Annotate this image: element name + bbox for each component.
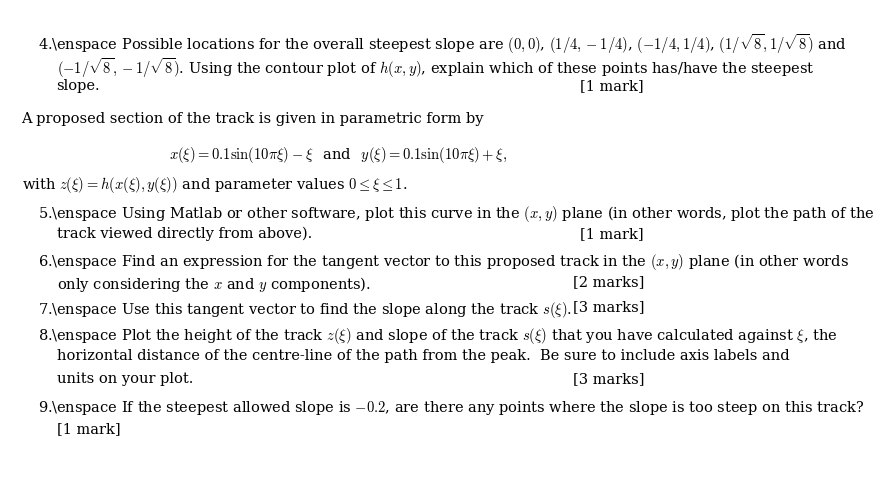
Text: $x(\xi) = 0.1\sin(10\pi\xi) - \xi\enspace$ and $\enspace y(\xi) = 0.1\sin(10\pi\: $x(\xi) = 0.1\sin(10\pi\xi) - \xi\enspac… xyxy=(168,145,507,166)
Text: A proposed section of the track is given in parametric form by: A proposed section of the track is given… xyxy=(22,112,484,126)
Text: [3 marks]: [3 marks] xyxy=(573,300,644,314)
Text: [1 mark]: [1 mark] xyxy=(581,227,644,241)
Text: 9.\enspace If the steepest allowed slope is $-0.2$, are there any points where t: 9.\enspace If the steepest allowed slope… xyxy=(38,399,864,417)
Text: 4.\enspace Possible locations for the overall steepest slope are $(0,0)$, $(1/4,: 4.\enspace Possible locations for the ov… xyxy=(38,33,848,57)
Text: track viewed directly from above).: track viewed directly from above). xyxy=(57,227,312,242)
Text: horizontal distance of the centre-line of the path from the peak.  Be sure to in: horizontal distance of the centre-line o… xyxy=(57,349,789,363)
Text: [1 mark]: [1 mark] xyxy=(57,422,120,436)
Text: [1 mark]: [1 mark] xyxy=(581,79,644,93)
Text: with $z(\xi) = h(x(\xi),y(\xi))$ and parameter values $0 \leq \xi \leq 1$.: with $z(\xi) = h(x(\xi),y(\xi))$ and par… xyxy=(22,175,407,195)
Text: 8.\enspace Plot the height of the track $z(\xi)$ and slope of the track $s(\xi)$: 8.\enspace Plot the height of the track … xyxy=(38,326,838,345)
Text: 6.\enspace Find an expression for the tangent vector to this proposed track in t: 6.\enspace Find an expression for the ta… xyxy=(38,252,849,272)
Text: 7.\enspace Use this tangent vector to find the slope along the track $s(\xi)$.: 7.\enspace Use this tangent vector to fi… xyxy=(38,300,573,320)
Text: $(-1/\sqrt{8},-1/\sqrt{8})$. Using the contour plot of $h(x,y)$, explain which o: $(-1/\sqrt{8},-1/\sqrt{8})$. Using the c… xyxy=(57,57,814,81)
Text: slope.: slope. xyxy=(57,79,100,93)
Text: [3 marks]: [3 marks] xyxy=(573,371,644,385)
Text: units on your plot.: units on your plot. xyxy=(57,371,193,385)
Text: 5.\enspace Using Matlab or other software, plot this curve in the $(x,y)$ plane : 5.\enspace Using Matlab or other softwar… xyxy=(38,204,873,224)
Text: only considering the $x$ and $y$ components).: only considering the $x$ and $y$ compone… xyxy=(57,275,370,294)
Text: [2 marks]: [2 marks] xyxy=(573,275,644,289)
